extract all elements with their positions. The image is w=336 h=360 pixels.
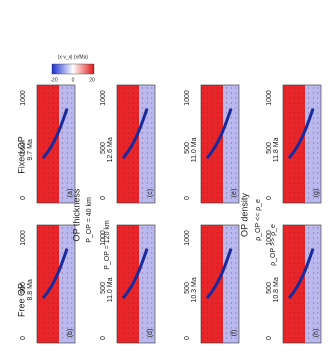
axis-tick: 1000 [266, 230, 273, 246]
colorbar [51, 63, 95, 75]
axis-tick: 0 [20, 336, 27, 340]
panel-frame [116, 224, 156, 344]
axis-tick: 500 [100, 282, 107, 294]
condition: P_OP = 40 km [86, 197, 93, 243]
panel-frame [282, 224, 322, 344]
condition: ρ_OP << ρ_e [255, 199, 262, 241]
panel-age: 11.8 Ma [273, 137, 280, 162]
panel-blue [139, 225, 155, 343]
axis-tick: 1000 [266, 90, 273, 106]
panel-red [201, 85, 224, 203]
axis-tick: 1000 [20, 230, 27, 246]
axis-tick: 500 [100, 142, 107, 154]
panel-frame [116, 84, 156, 204]
panel-blue [305, 85, 321, 203]
panel-age: 11.0 Ma [191, 137, 198, 162]
slab [287, 108, 315, 160]
panel-age: 11.0 Ma [107, 277, 114, 302]
panel-blue [223, 85, 239, 203]
panel-red [117, 85, 140, 203]
panel-letter: (f) [231, 330, 238, 337]
axis-tick: 1000 [184, 230, 191, 246]
axis-tick: 500 [184, 282, 191, 294]
panel-letter: (b) [67, 329, 74, 338]
panel-red [117, 225, 140, 343]
panel-letter: (d) [147, 329, 154, 338]
panel [36, 224, 76, 344]
axis-tick: 500 [184, 142, 191, 154]
panel-blue [223, 225, 239, 343]
axis-tick: 1000 [100, 230, 107, 246]
panel [116, 84, 156, 204]
condition: ρ_OP >> ρ_e [270, 224, 277, 266]
panel-letter: (e) [231, 189, 238, 198]
colorbar-tick: -20 [50, 77, 57, 83]
panel-red [283, 225, 306, 343]
panel-frame [36, 84, 76, 204]
panel-age: 12.6 Ma [107, 137, 114, 162]
panel-red [201, 225, 224, 343]
axis-tick: 0 [266, 336, 273, 340]
colorbar-tick: 0 [72, 77, 75, 83]
axis-tick: 0 [20, 196, 27, 200]
axis-tick: 1000 [20, 90, 27, 106]
slab [205, 108, 233, 160]
panel-letter: (g) [313, 189, 320, 198]
panel-frame [282, 84, 322, 204]
panel [116, 224, 156, 344]
panel-blue [139, 85, 155, 203]
colorbar-label: |x·v_x| (x/Ma) [58, 54, 88, 60]
panel-letter: (c) [147, 189, 154, 197]
slab [121, 108, 149, 160]
panel [200, 224, 240, 344]
panel-letter: (h) [313, 329, 320, 338]
axis-tick: 0 [266, 196, 273, 200]
condition: P_OP = 120 km [104, 220, 111, 270]
panel-blue [59, 225, 75, 343]
panel-age: 8.8 Ma [27, 279, 34, 301]
axis-tick: 500 [266, 142, 273, 154]
axis-tick: 0 [100, 336, 107, 340]
panel-letter: (a) [67, 189, 74, 198]
axis-tick: 1000 [184, 90, 191, 106]
panel [282, 84, 322, 204]
slab [205, 248, 233, 300]
panel [200, 84, 240, 204]
axis-tick: 500 [266, 282, 273, 294]
row-label: Free OP [16, 283, 26, 317]
panel-red [37, 85, 60, 203]
panel-frame [36, 224, 76, 344]
panel-age: 10.3 Ma [191, 277, 198, 302]
slab [287, 248, 315, 300]
panel [282, 224, 322, 344]
slab [41, 108, 69, 160]
axis-tick: 0 [100, 196, 107, 200]
panel [36, 84, 76, 204]
panel-blue [305, 225, 321, 343]
slab [121, 248, 149, 300]
colorbar-tick: 20 [89, 77, 95, 83]
group-title: OP thickness [71, 188, 81, 241]
panel-frame [200, 224, 240, 344]
panel-frame [200, 84, 240, 204]
axis-tick: 0 [184, 336, 191, 340]
panel-age: 10.8 Ma [273, 277, 280, 302]
axis-tick: 1000 [100, 90, 107, 106]
panel-blue [59, 85, 75, 203]
panel-age: 9.7 Ma [27, 139, 34, 161]
axis-tick: 0 [184, 196, 191, 200]
panel-red [283, 85, 306, 203]
panel-red [37, 225, 60, 343]
group-title: OP density [239, 193, 249, 237]
axis-tick: 500 [20, 282, 27, 294]
slab [41, 248, 69, 300]
axis-tick: 500 [20, 142, 27, 154]
row-label: Fixed OP [16, 136, 26, 174]
